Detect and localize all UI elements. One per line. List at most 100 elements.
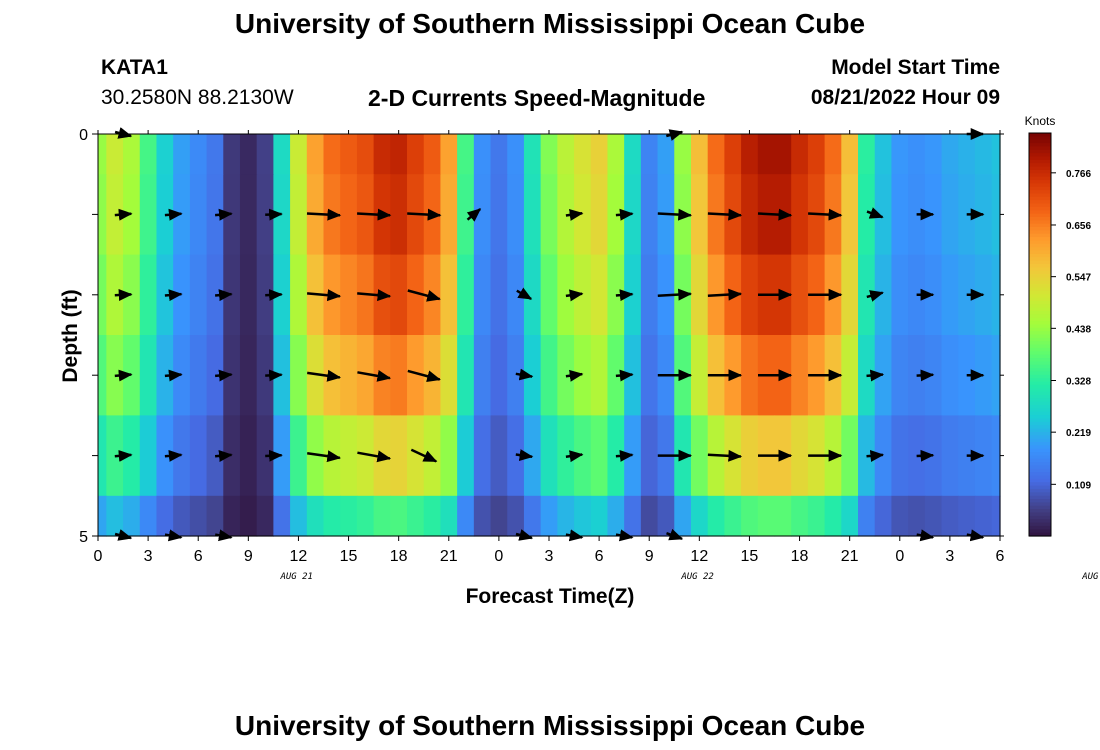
heatmap-cell [189,495,208,537]
current-arrow [466,208,482,222]
heatmap-cell [507,254,525,336]
colorbar-segment [1029,519,1051,524]
colorbar-segment [1029,200,1051,205]
current-arrow [866,290,884,302]
heatmap-cell [189,134,208,175]
colorbar-segment [1029,351,1051,356]
heatmap-cell [473,415,492,497]
heatmap-cell [390,415,408,497]
current-arrow [615,208,634,221]
colorbar-segment [1029,159,1051,164]
heatmap-cell [457,335,475,416]
current-arrow [306,289,342,302]
colorbar-segment [1029,394,1051,399]
heatmap-cell [206,495,224,537]
heatmap-cell [690,335,709,416]
colorbar-segment [1029,452,1051,456]
colorbar-segment [1029,368,1051,373]
colorbar-segment [1029,421,1051,426]
heatmap-cell [523,254,542,336]
heatmap-cell [239,415,258,497]
heatmap-cell [690,415,709,497]
heatmap-cell [423,134,442,175]
date-label: AUG 23 [1081,572,1100,582]
colorbar-segment [1029,445,1051,450]
heatmap-cell [891,415,909,497]
colorbar-segment [1029,391,1051,396]
heatmap-cell [991,335,1001,416]
date-label: AUG 21 [279,572,313,582]
colorbar-segment [1029,277,1051,282]
x-tick-label: 21 [440,548,458,565]
current-arrow [615,369,634,382]
heatmap-cell [139,254,158,336]
heatmap-cell [557,134,575,175]
heatmap-cell [290,254,308,336]
colorbar-segment [1029,324,1051,329]
colorbar-segment [1029,505,1051,510]
current-arrow [357,450,392,463]
colorbar-segment [1029,364,1051,369]
colorbar-segment [1029,133,1051,137]
colorbar-segment [1029,156,1051,161]
heatmap-cell [290,134,308,175]
x-tick-label: 6 [996,548,1005,565]
x-axis-ticks: 0 3 6 9 12 15 18 21 0 3 6 9 12 15 18 21 0 3 6 AUG 21 AUG 22 A… [94,130,1100,582]
heatmap-cell [106,134,124,175]
heatmap-cell [390,134,408,175]
colorbar-segment [1029,327,1051,332]
colorbar-segment [1029,297,1051,302]
heatmap-cell [640,134,659,175]
heatmap-cell [791,134,809,175]
colorbar-segment [1029,196,1051,201]
colorbar-segment [1029,294,1051,299]
current-arrow [114,289,133,301]
colorbar-tick-label: 0.766 [1066,169,1091,180]
colorbar-segment [1029,176,1051,181]
current-arrow [916,449,935,462]
colorbar-segment [1029,472,1051,477]
heatmap-cell [290,174,308,256]
heatmap-cell [791,254,809,336]
colorbar-segment [1029,270,1051,275]
colorbar-segment [1029,257,1051,262]
heatmap-cell [640,495,659,537]
colorbar-segment [1029,253,1051,258]
colorbar-segment [1029,237,1051,242]
heatmap-cell [590,134,609,175]
colorbar-segment [1029,485,1051,490]
colorbar-segment [1029,314,1051,319]
heatmap-cell [156,495,174,537]
heatmap-cell [858,254,876,336]
heatmap-cell [356,415,375,497]
heatmap-cell [473,495,492,537]
heatmap-cell [523,174,542,256]
colorbar-segment [1029,136,1051,141]
colorbar-segment [1029,358,1051,362]
colorbar-segment [1029,431,1051,436]
heatmap-cell [340,495,358,537]
heatmap-cell [841,415,859,497]
heatmap-cell [239,134,258,175]
colorbar-segment [1029,206,1051,211]
current-arrow [866,207,884,219]
heatmap-cell [891,134,909,175]
colorbar-segment [1029,502,1051,507]
heatmap-cell [640,174,659,256]
heatmap-cell [440,254,458,336]
heatmap-cell [841,174,859,256]
heatmap-cell [674,134,692,175]
colorbar-segment [1029,287,1051,292]
heatmap-cell [473,335,492,416]
heatmap-cell [557,495,575,537]
heatmap-cell [741,134,759,175]
heatmap-cell [440,415,458,497]
heatmap-cell [757,134,776,175]
heatmap-cell [590,174,609,256]
footer-title: University of Southern Mississippi Ocean… [234,710,866,741]
heatmap-cell [874,495,893,537]
current-arrow [214,208,233,221]
heatmap-cell [507,134,525,175]
colorbar-segment [1029,166,1051,171]
x-tick-label: 0 [94,548,103,565]
